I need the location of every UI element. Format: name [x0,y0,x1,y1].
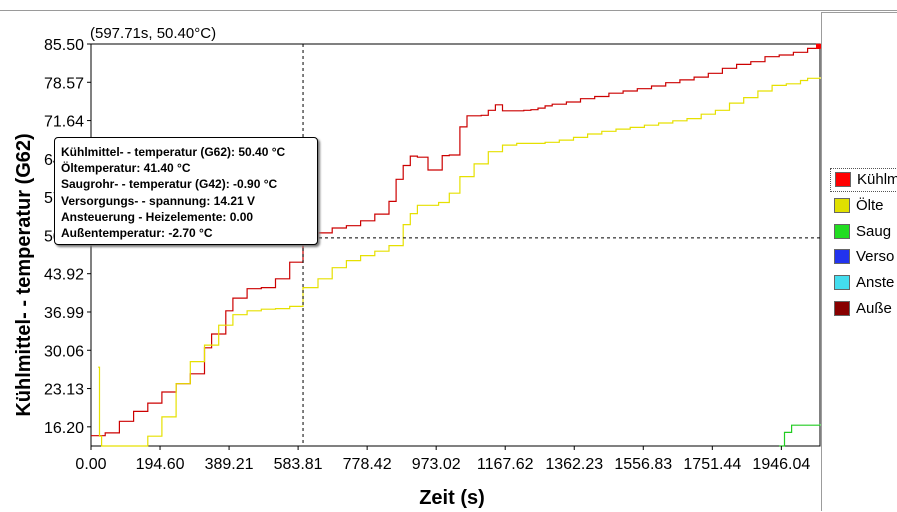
tooltip-line-heater: Ansteuerung - Heizelemente: 0.00 [61,209,254,224]
x-tick-label: 389.21 [205,456,254,473]
legend-swatch [834,275,850,290]
x-tick-label: 583.81 [274,456,323,473]
legend-swatch [834,224,850,239]
plot-area[interactable] [90,43,821,447]
legend-item-heater[interactable]: Anste [830,272,897,294]
legend-label: Verso [856,248,895,265]
x-tick-label: 973.02 [412,456,461,473]
x-tick-label: 1751.44 [683,456,741,473]
tooltip-line-outside: Außentemperatur: -2.70 °C [61,226,213,241]
legend: Kühlm Ölte Saug Verso Anste Auße [821,12,897,511]
legend-swatch [834,249,850,264]
data-tooltip: Kühlmittel- - temperatur (G62): 50.40 °C… [54,137,318,245]
legend-item-oil[interactable]: Ölte [830,195,897,217]
window-top-strip [0,0,897,11]
x-tick-label: 1556.83 [614,456,672,473]
series-line-intake[interactable] [779,424,821,447]
y-tick-label: 43.92 [44,267,84,284]
x-tick-label: 778.42 [343,456,392,473]
legend-item-coolant[interactable]: Kühlm [830,168,897,192]
series-line-oil[interactable] [98,77,821,447]
series-line-coolant[interactable] [91,46,821,437]
legend-swatch [835,172,851,187]
x-tick-label: 1946.04 [752,456,810,473]
y-axis-label: Kühlmittel- - temperatur (G62) [13,133,35,416]
y-tick-label: 71.64 [44,114,84,131]
legend-label: Kühlm [857,171,897,188]
tooltip-line-coolant: Kühlmittel- - temperatur (G62): 50.40 °C [61,145,286,159]
y-tick-label: 16.20 [44,420,84,437]
legend-item-voltage[interactable]: Verso [830,246,897,268]
legend-label: Anste [856,274,895,291]
y-tick-label: 36.99 [44,305,84,322]
x-tick-label: 1362.23 [545,456,603,473]
x-axis-label: Zeit (s) [419,487,485,509]
series-end-marker [816,43,821,49]
legend-label: Ölte [856,197,884,214]
y-tick-label: 85.50 [44,37,84,54]
legend-swatch [834,301,850,316]
cursor-readout: (597.71s, 50.40°C) [90,25,216,42]
legend-label: Saug [856,223,892,240]
y-tick-label: 30.06 [44,343,84,360]
legend-item-intake[interactable]: Saug [830,221,897,243]
x-tick-label: 1167.62 [477,456,534,473]
tooltip-line-oil: Öltemperatur: 41.40 °C [61,161,191,176]
x-tick-label: 194.60 [136,456,185,473]
y-tick-label: 23.13 [44,382,84,399]
tooltip-line-intake: Saugrohr- - temperatur (G42): -0.90 °C [61,177,278,192]
legend-swatch [834,198,850,213]
x-tick-label: 0.00 [75,456,106,473]
legend-item-outside[interactable]: Auße [830,298,897,320]
legend-label: Auße [856,300,892,317]
y-tick-label: 78.57 [44,75,84,92]
tooltip-line-voltage: Versorgungs- - spannung: 14.21 V [61,193,256,208]
